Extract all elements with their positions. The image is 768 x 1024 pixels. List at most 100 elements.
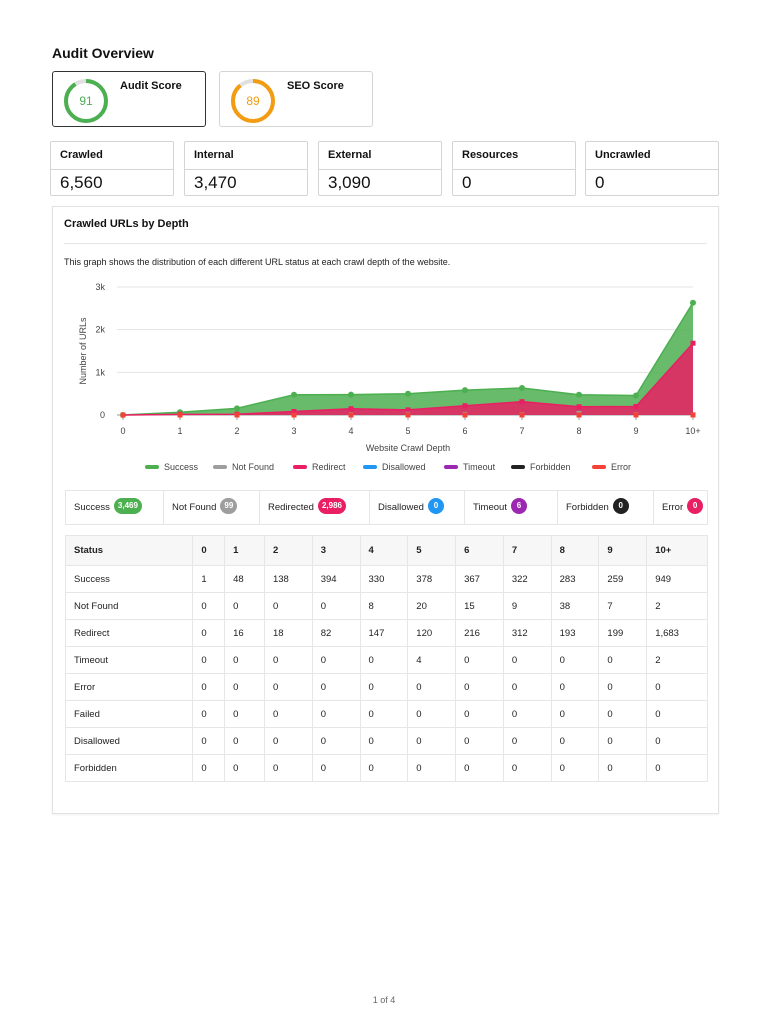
data-point: [690, 412, 696, 418]
chart-legend: Success Not Found Redirect Disallowed Timeou…: [145, 462, 645, 476]
data-point: [348, 391, 354, 398]
table-cell: 949: [646, 565, 708, 593]
page-title: Audit Overview: [52, 45, 154, 61]
table-cell: 18: [263, 619, 313, 647]
legend-label: Not Found: [232, 462, 275, 472]
table-cell: 330: [359, 565, 409, 593]
table-cell: 0: [407, 673, 457, 701]
panel-title: Crawled URLs by Depth: [64, 218, 189, 230]
table-header-cell: 3: [311, 535, 361, 566]
table-cell: 0: [646, 727, 708, 755]
table-cell: 199: [598, 619, 648, 647]
y-tick-label: 1k: [95, 367, 105, 377]
badge-forbidden: Forbidden 0: [558, 491, 654, 524]
data-point: [120, 412, 126, 418]
table-cell: 0: [192, 727, 226, 755]
crawl-depth-chart: 0 1k 2k 3k 0 1 2 3 4 5 6 7 8 9 10+ Website Crawl Depth N…: [78, 282, 701, 453]
stat-value: 0: [595, 173, 605, 192]
table-cell: Disallowed: [64, 727, 194, 755]
table-cell: 0: [192, 754, 226, 782]
stat-card-external: External 3,090: [318, 141, 442, 196]
table-cell: 322: [502, 565, 552, 593]
table-cell: 0: [550, 646, 600, 674]
table-row: Failed 0 0 0 0 0 0 0 0 0 0 0: [64, 700, 708, 728]
y-tick-label: 0: [100, 410, 105, 420]
data-point: [234, 405, 240, 412]
table-cell: 0: [502, 727, 552, 755]
badge-count: 6: [510, 498, 527, 515]
status-badges: Success 3,469 Not Found 99 Redirected 2,986 Di…: [65, 490, 708, 525]
table-cell: 4: [407, 646, 457, 674]
table-cell: 0: [192, 592, 226, 620]
data-point: [177, 412, 183, 418]
table-cell: Forbidden: [64, 754, 194, 782]
table-cell: 0: [263, 646, 313, 674]
table-cell: 7: [598, 592, 648, 620]
data-point: [633, 392, 639, 399]
stat-label: Internal: [194, 149, 234, 161]
stat-label: External: [328, 149, 372, 161]
table-cell: 0: [598, 646, 648, 674]
table-cell: 0: [646, 700, 708, 728]
table-cell: 0: [407, 700, 457, 728]
table-cell: 0: [598, 727, 648, 755]
data-point: [291, 409, 297, 415]
seo-score-label: SEO Score: [287, 80, 344, 92]
table-cell: 0: [224, 727, 265, 755]
x-tick-label: 4: [348, 426, 353, 436]
table-cell: 0: [359, 646, 409, 674]
x-tick-label: 6: [462, 426, 467, 436]
data-point: [633, 404, 639, 410]
legend-item[interactable]: Forbidden: [511, 462, 571, 472]
table-cell: 0: [502, 700, 552, 728]
table-row: Timeout 0 0 0 0 0 4 0 0 0 0 2: [64, 646, 708, 674]
table-cell: 2: [646, 646, 708, 674]
table-cell: 0: [224, 592, 265, 620]
data-point: [576, 391, 582, 398]
table-cell: 0: [646, 673, 708, 701]
table-cell: 0: [311, 592, 361, 620]
table-header-cell: 5: [407, 535, 457, 566]
table-cell: 0: [407, 727, 457, 755]
table-row: Error 0 0 0 0 0 0 0 0 0 0 0: [64, 673, 708, 701]
table-cell: 0: [646, 754, 708, 782]
table-cell: 0: [359, 754, 409, 782]
table-cell: 0: [224, 646, 265, 674]
legend-swatch: [213, 464, 227, 469]
legend-swatch: [363, 464, 377, 469]
x-axis-label: Website Crawl Depth: [366, 443, 450, 453]
legend-item[interactable]: Redirect: [293, 462, 346, 472]
table-cell: Timeout: [64, 646, 194, 674]
legend-item[interactable]: Timeout: [444, 462, 495, 472]
audit-score-label: Audit Score: [120, 80, 182, 92]
x-tick-label: 1: [177, 426, 182, 436]
seo-score-card[interactable]: 89 SEO Score: [219, 71, 373, 127]
legend-item[interactable]: Not Found: [213, 462, 274, 472]
audit-score-card[interactable]: 91 Audit Score: [52, 71, 206, 127]
data-point: [462, 412, 468, 418]
table-cell: 8: [359, 592, 409, 620]
badge-label: Redirected: [268, 502, 314, 513]
table-cell: 0: [598, 700, 648, 728]
audit-score-value: 91: [79, 94, 93, 108]
table-cell: 312: [502, 619, 552, 647]
data-point: [690, 299, 696, 306]
table-cell: 367: [455, 565, 504, 593]
legend-item[interactable]: Success: [145, 462, 198, 472]
table-cell: 0: [224, 700, 265, 728]
table-cell: 0: [502, 673, 552, 701]
table-cell: 0: [311, 646, 361, 674]
legend-item[interactable]: Error: [592, 462, 631, 472]
table-cell: Not Found: [64, 592, 194, 620]
seo-score-value: 89: [246, 94, 260, 108]
table-cell: 0: [455, 727, 504, 755]
legend-item[interactable]: Disallowed: [363, 462, 426, 472]
panel-description: This graph shows the distribution of eac…: [64, 257, 451, 267]
x-tick-label: 2: [234, 426, 239, 436]
table-row: Success 1 48 138 394 330 378 367 322 283 259 949: [64, 565, 708, 593]
status-table: Status 0 1 2 3 4 5 6 7 8 9 10+ Success 1 48 138 394 330 3…: [64, 535, 708, 782]
table-cell: 0: [407, 754, 457, 782]
table-cell: 0: [263, 700, 313, 728]
table-cell: 138: [263, 565, 313, 593]
table-cell: 0: [502, 646, 552, 674]
